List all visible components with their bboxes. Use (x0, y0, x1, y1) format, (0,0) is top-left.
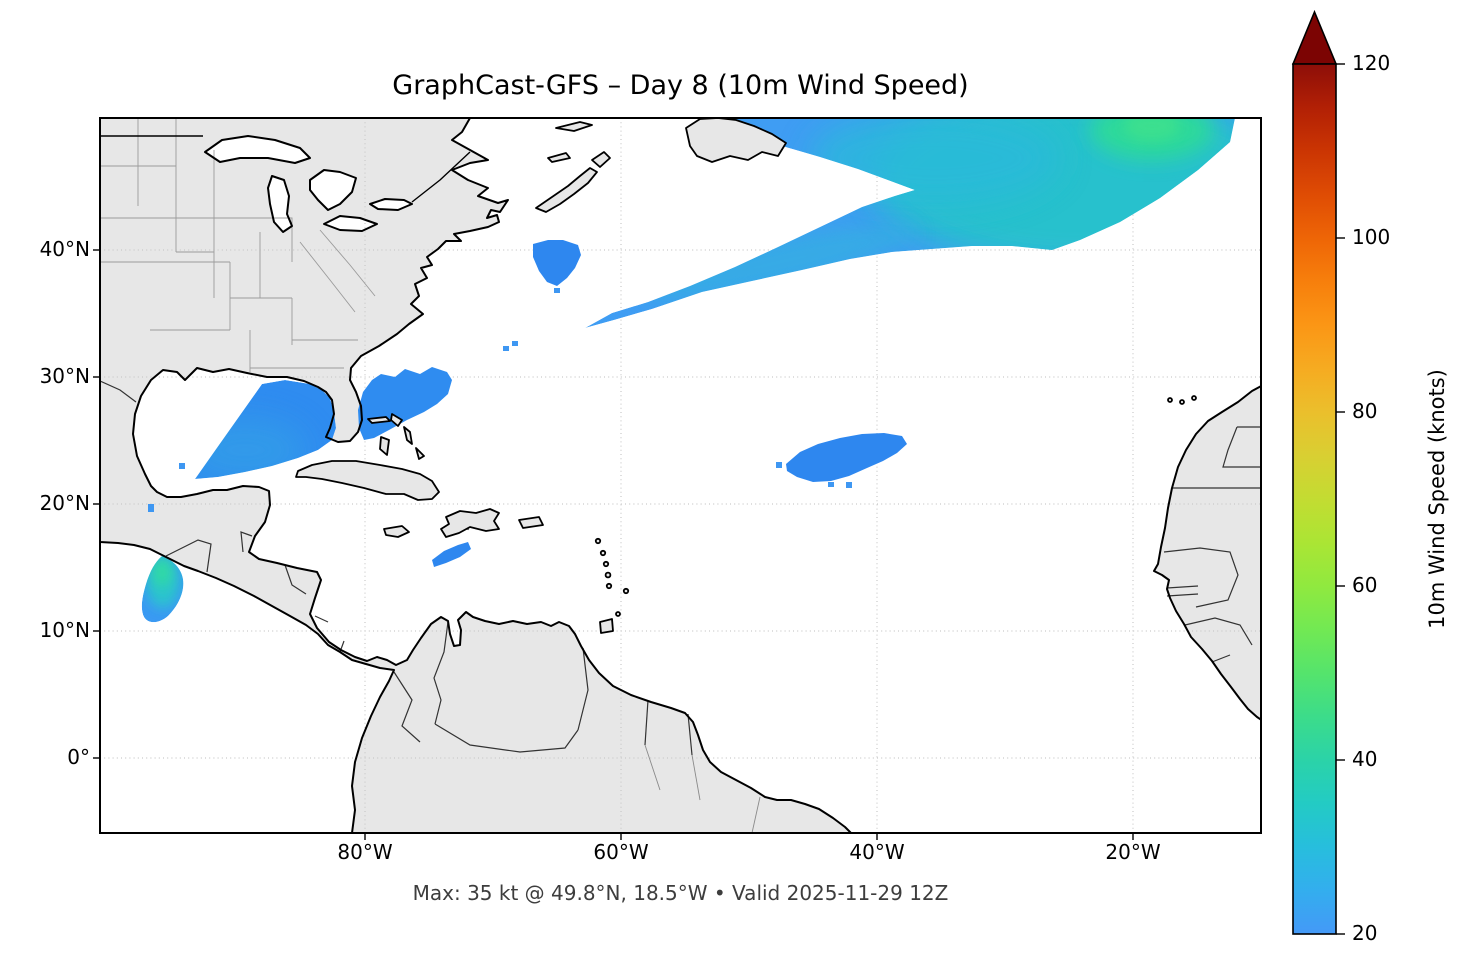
lat-tick-30n: 30°N (39, 364, 90, 388)
map-frame (99, 117, 1262, 834)
canary-islands (1167, 397, 1173, 403)
wind-speckles (148, 288, 852, 512)
cb-tick-40: 40 (1352, 747, 1378, 771)
brazil-state-lines (644, 744, 761, 833)
lon-tick-80w: 80°W (337, 840, 393, 864)
coastlines (100, 118, 1261, 833)
prince-edward-island (547, 152, 571, 163)
jamaica (383, 525, 410, 538)
colorbar-axis-label: 10m Wind Speed (knots) (1424, 369, 1449, 629)
cb-tick-60: 60 (1352, 573, 1378, 597)
nova-scotia (535, 167, 598, 213)
axis-ticks (93, 249, 1134, 840)
islands (295, 118, 1197, 634)
tehuantepec-wind-jet (141, 556, 184, 623)
cb-tick-20: 20 (1352, 921, 1378, 945)
figure-caption: Max: 35 kt @ 49.8°N, 18.5°W • Valid 2025… (412, 881, 949, 905)
lon-tick-60w: 60°W (593, 840, 649, 864)
lat-tick-10n: 10°N (39, 618, 90, 642)
lat-tick-40n: 40°N (39, 237, 90, 261)
figure-title: GraphCast-GFS – Day 8 (10m Wind Speed) (392, 70, 969, 101)
lesser-antilles (594, 537, 602, 545)
hispaniola (440, 508, 500, 538)
lon-tick-20w: 20°W (1105, 840, 1161, 864)
colorbar-ticks (1336, 63, 1345, 935)
cape-breton (591, 151, 611, 168)
anticosti (555, 121, 593, 132)
cuba (295, 460, 440, 501)
colorbar (1291, 9, 1345, 935)
trinidad (599, 618, 614, 634)
lat-tick-0: 0° (67, 745, 90, 769)
lat-tick-20n: 20°N (39, 491, 90, 515)
state-borders (100, 118, 376, 372)
cb-tick-80: 80 (1352, 399, 1378, 423)
cb-tick-120: 120 (1352, 51, 1391, 75)
country-borders (100, 380, 1261, 756)
lon-tick-40w: 40°W (849, 840, 905, 864)
cb-tick-100: 100 (1352, 225, 1391, 249)
puerto-rico (518, 516, 544, 529)
colorbar-gradient (1292, 63, 1337, 935)
colorbar-extend-arrow (1291, 9, 1338, 65)
bahamas (367, 413, 425, 460)
